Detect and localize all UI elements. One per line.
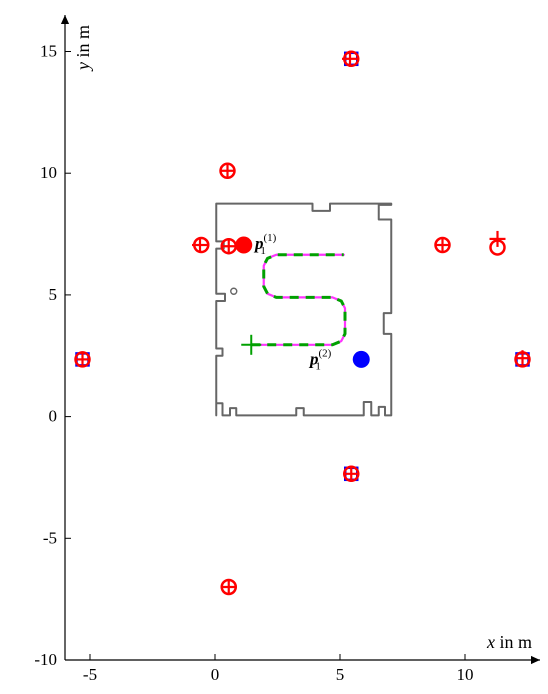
x-axis-label: x in m bbox=[486, 632, 532, 652]
chart-svg: -5 0 5 10 -10 -5 0 5 10 15 x in m y in m p(1)1 p(2)1 bbox=[0, 0, 548, 694]
label-p1_2: p(2)1 bbox=[308, 347, 332, 372]
y-tick-label: 15 bbox=[40, 42, 57, 61]
floorplan-outline bbox=[216, 204, 391, 416]
trajectory-solid bbox=[251, 255, 345, 345]
filled-dot-p1_2 bbox=[353, 351, 370, 368]
trajectory-dashed bbox=[251, 255, 345, 345]
y-tick-label: 0 bbox=[49, 407, 58, 426]
x-tick-label: 10 bbox=[457, 665, 474, 684]
y-tick-label: 10 bbox=[40, 163, 57, 182]
x-axis-arrow bbox=[531, 656, 540, 664]
y-axis-label: y in m bbox=[73, 25, 93, 72]
x-tick-label: -5 bbox=[83, 665, 97, 684]
y-tick-label: -5 bbox=[43, 528, 57, 547]
y-tick-label: 5 bbox=[49, 285, 58, 304]
filled-dot-p1_1 bbox=[235, 237, 252, 254]
y-axis-arrow bbox=[61, 15, 69, 24]
floorplan-circle bbox=[231, 288, 237, 294]
x-tick-label: 0 bbox=[211, 665, 220, 684]
x-tick-label: 5 bbox=[336, 665, 345, 684]
chart-container: -5 0 5 10 -10 -5 0 5 10 15 x in m y in m p(1)1 p(2)1 bbox=[0, 0, 548, 694]
label-p1_1: p(1)1 bbox=[253, 232, 277, 257]
y-tick-label: -10 bbox=[34, 650, 57, 669]
